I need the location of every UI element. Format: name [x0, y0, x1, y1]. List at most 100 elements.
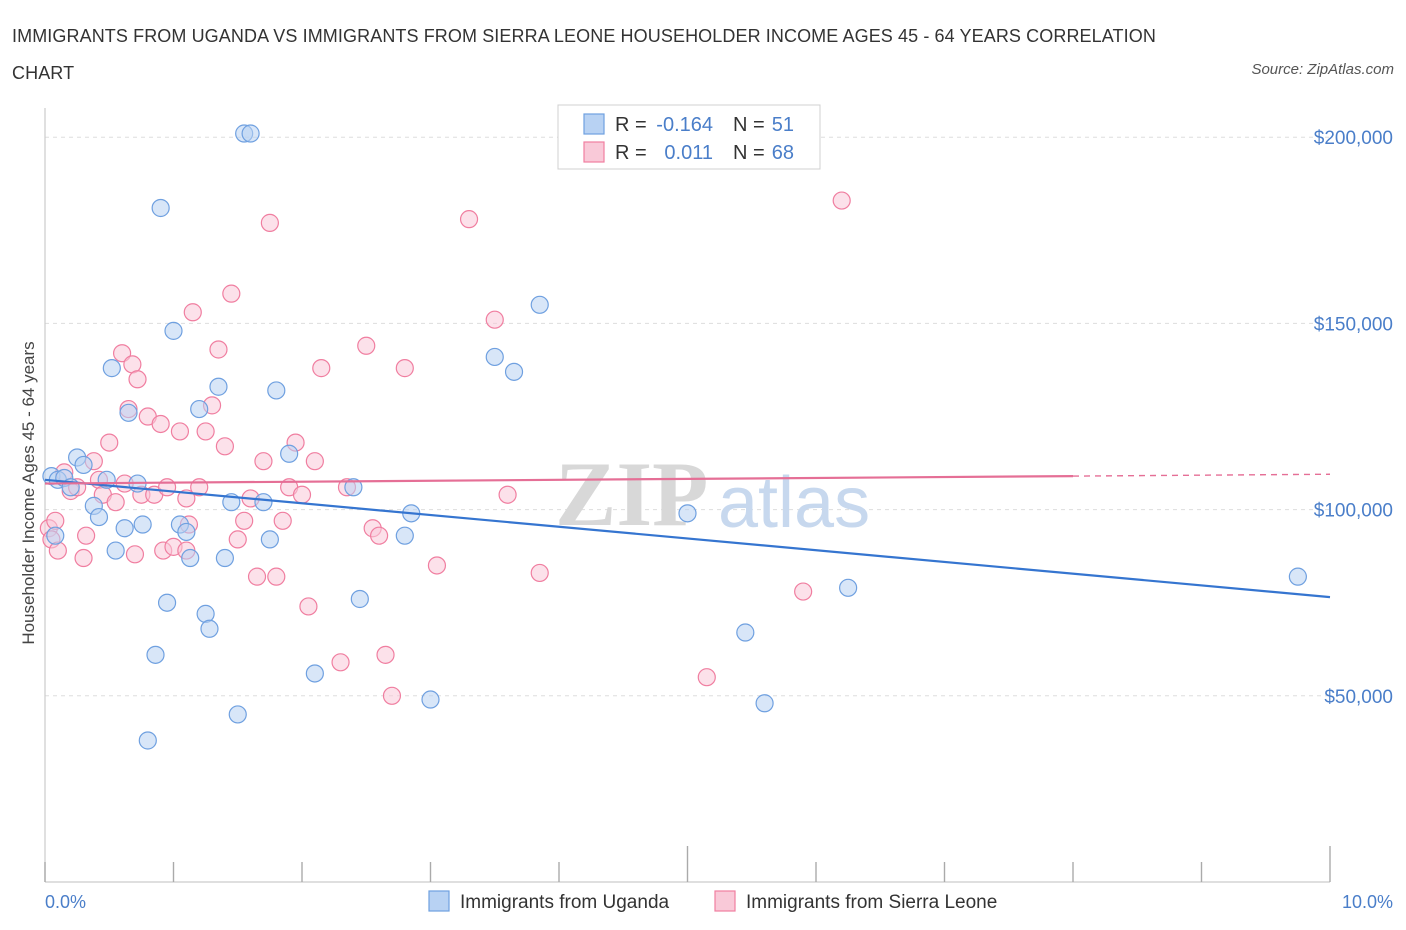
uganda-point	[755, 694, 774, 713]
uganda-swatch	[583, 113, 605, 135]
sierra-point	[170, 422, 190, 441]
uganda-point	[115, 519, 134, 538]
uganda-point	[190, 399, 209, 419]
uganda-point	[485, 347, 504, 367]
sierra-point	[427, 556, 447, 575]
sierra-point	[215, 437, 234, 456]
x-tick-label-min: 0.0%	[45, 892, 86, 912]
uganda-point	[504, 362, 524, 381]
sierra-point	[48, 541, 67, 560]
uganda-point	[350, 589, 369, 609]
uganda-point	[209, 377, 228, 396]
uganda-point	[305, 664, 324, 683]
source-label: Source: ZipAtlas.com	[1251, 61, 1394, 78]
sierra-point	[299, 597, 318, 616]
sierra-trendline-extension	[1072, 473, 1331, 477]
legend-n-label-2: N =	[733, 142, 765, 164]
uganda-point	[260, 530, 279, 549]
sierra-point	[254, 452, 273, 471]
uganda-point	[241, 124, 260, 143]
uganda-point	[421, 690, 440, 709]
uganda-point	[1288, 567, 1307, 586]
uganda-point	[102, 359, 121, 378]
uganda-point	[530, 295, 549, 314]
sierra-point	[794, 582, 813, 601]
sierra-point	[376, 645, 395, 664]
uganda-point	[344, 478, 363, 497]
y-tick-label-3: $200,000	[1314, 128, 1393, 149]
uganda-point	[215, 548, 234, 568]
sierra-point	[273, 511, 292, 530]
uganda-point	[254, 493, 273, 512]
uganda-trendline	[44, 478, 1331, 599]
sierra-trendline	[44, 475, 1074, 485]
sierra-point	[125, 545, 145, 564]
sierra-point	[260, 213, 279, 232]
sierra-point	[832, 191, 851, 210]
sierra-point	[312, 359, 331, 378]
x-tick-label-max: 10.0%	[1342, 892, 1393, 912]
uganda-point	[157, 593, 177, 612]
sierra-point	[382, 686, 402, 705]
watermark: ZIP atlas	[555, 443, 870, 545]
series-uganda	[42, 124, 1307, 750]
legend-r-value-1: -0.164	[656, 114, 713, 136]
sierra-point	[530, 563, 549, 583]
legend-r-label-1: R =	[615, 114, 647, 136]
y-tick-label-2: $150,000	[1314, 314, 1393, 335]
stats-legend: R = -0.164 N = 51 R = 0.011 N = 68	[557, 104, 821, 170]
uganda-point	[89, 507, 109, 527]
chart-title: IMMIGRANTS FROM UGANDA VS IMMIGRANTS FRO…	[12, 26, 1156, 83]
sierra-point	[228, 530, 247, 549]
uganda-point	[74, 455, 93, 475]
uganda-point	[736, 623, 755, 642]
uganda-point	[164, 321, 183, 340]
uganda-point	[119, 403, 138, 422]
sierra-point	[151, 414, 170, 434]
legend-uganda-swatch	[428, 890, 450, 912]
sierra-point	[157, 478, 177, 497]
uganda-point	[177, 522, 196, 542]
uganda-point	[196, 604, 215, 623]
legend-sierra-label: Immigrants from Sierra Leone	[746, 892, 997, 913]
sierra-point	[697, 668, 716, 687]
sierra-point	[305, 452, 324, 471]
uganda-point	[151, 198, 170, 218]
sierra-point	[77, 526, 96, 545]
uganda-point	[678, 504, 697, 523]
sierra-point	[196, 422, 215, 441]
uganda-point	[138, 731, 157, 750]
uganda-point	[146, 645, 165, 664]
sierra-point	[498, 485, 517, 504]
legend-n-value-2: 68	[772, 142, 794, 164]
x-tick-labels: 0.0% 10.0%	[45, 892, 1393, 912]
sierra-point	[267, 567, 286, 586]
sierra-point	[209, 340, 228, 359]
sierra-point	[485, 310, 504, 329]
sierra-point	[112, 344, 132, 363]
legend-n-value-1: 51	[772, 114, 794, 136]
sierra-point	[235, 511, 254, 530]
uganda-point	[280, 444, 299, 463]
sierra-point	[331, 653, 350, 672]
uganda-point	[228, 705, 247, 724]
axes	[44, 108, 1331, 883]
sierra-point	[459, 210, 479, 229]
uganda-point	[839, 578, 858, 597]
uganda-point	[267, 381, 286, 400]
series-sierra-leone	[39, 191, 851, 705]
legend-uganda-label: Immigrants from Uganda	[460, 892, 670, 913]
uganda-point	[106, 541, 125, 560]
sierra-point	[370, 526, 389, 545]
sierra-point	[106, 493, 125, 512]
legend-sierra-swatch	[714, 890, 736, 912]
sierra-point	[357, 336, 376, 355]
sierra-point	[74, 548, 93, 568]
y-tick-label-0: $50,000	[1324, 687, 1393, 708]
sierra-point	[222, 284, 241, 303]
series-legend: Immigrants from Uganda Immigrants from S…	[428, 890, 997, 913]
sierra-point	[292, 485, 312, 504]
trendlines	[44, 473, 1331, 599]
sierra-point	[183, 303, 202, 322]
uganda-point	[181, 548, 200, 568]
